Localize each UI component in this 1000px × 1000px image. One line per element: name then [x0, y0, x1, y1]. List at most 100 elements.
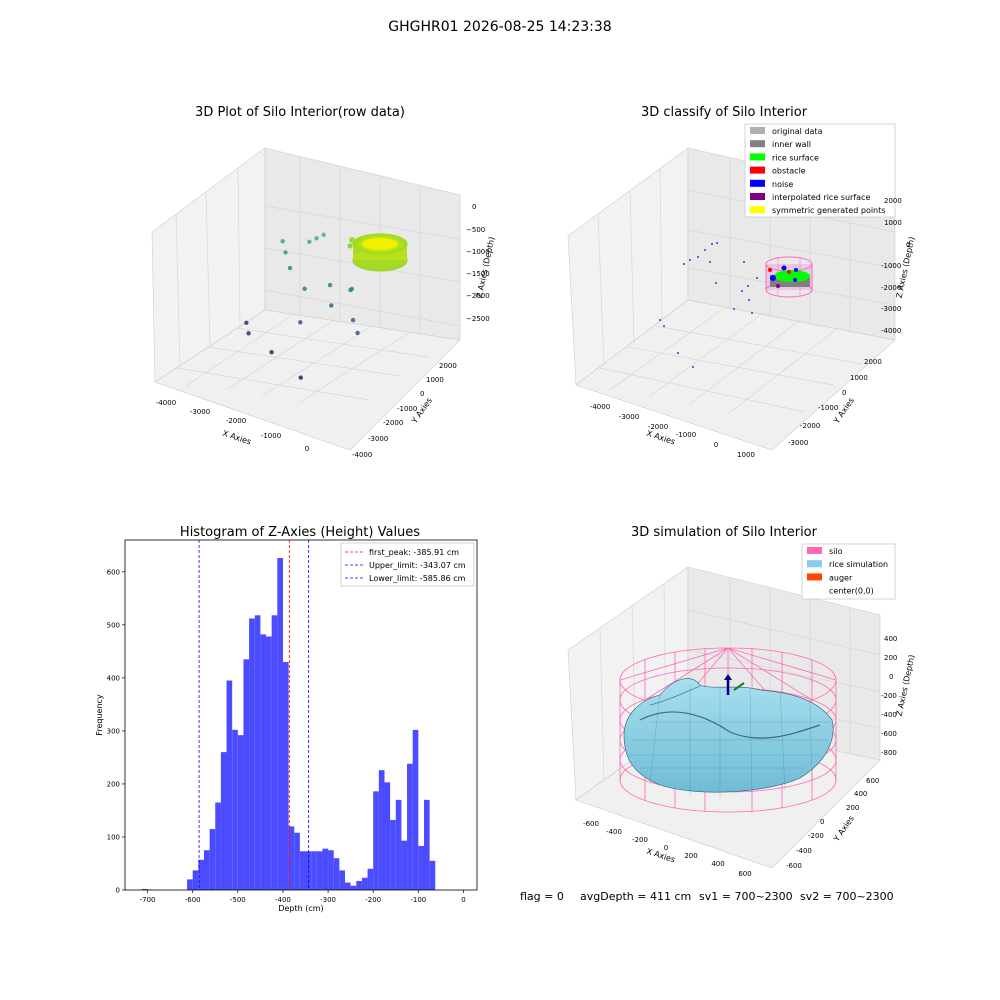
hist-x-tick-label: -600	[185, 896, 201, 904]
hist-bar	[192, 870, 199, 890]
noise-point	[751, 312, 753, 314]
hist-bar	[339, 870, 345, 890]
panel-classify-title: 3D classify of Silo Interior	[641, 105, 808, 120]
hist-bar	[209, 829, 216, 890]
raw-scatter-point	[302, 286, 307, 291]
svg-text:-2000: -2000	[226, 417, 246, 425]
hist-bar	[356, 880, 362, 890]
footer-sv2: sv2 = 700~2300	[800, 890, 894, 903]
hist-bar	[322, 848, 329, 890]
hist-x-tick-label: -200	[365, 896, 381, 904]
hist-x-ticks: -700 -600 -500 -400 -300 -200 -100 0	[140, 890, 466, 904]
svg-text:-3000: -3000	[619, 413, 639, 421]
footer-status: flag = 0 avgDepth = 411 cm sv1 = 700~230…	[520, 890, 894, 903]
pane-floor-2	[575, 299, 896, 451]
noise-point	[697, 256, 699, 258]
svg-text:-3000: -3000	[881, 305, 901, 313]
hist-legend-label: Lower_limit: -585.86 cm	[369, 574, 466, 583]
raw-scatter-point	[287, 265, 293, 271]
noise-point	[741, 290, 743, 292]
classify-x-ticks: -4000 -3000 -2000 -1000 0 1000	[590, 403, 755, 459]
pane-floor	[154, 309, 461, 451]
classify-x-label: X Axies	[645, 429, 676, 447]
raw-scatter-point	[307, 239, 312, 244]
hist-x-tick-label: -400	[275, 896, 291, 904]
svg-text:200: 200	[884, 654, 897, 662]
hist-y-tick-label: 400	[107, 674, 120, 682]
hist-bar	[243, 659, 250, 890]
svg-text:-1000: -1000	[397, 405, 417, 413]
hist-bar	[299, 851, 306, 890]
hist-bar	[215, 802, 221, 890]
svg-text:-2000: -2000	[648, 423, 668, 431]
legend-label: rice simulation	[829, 560, 888, 569]
raw-scatter-point	[298, 320, 303, 325]
rice-simulation-surface	[623, 678, 834, 797]
hist-bar	[401, 840, 408, 890]
svg-text:-400: -400	[796, 847, 812, 855]
legend-swatch	[807, 560, 822, 568]
legend-label: center(0,0)	[829, 587, 874, 596]
hist-bar	[384, 782, 391, 890]
simulation-z-ticks: 400 200 0 -200 -400 -600 -800	[881, 635, 897, 757]
raw-scatter-point	[269, 350, 274, 355]
legend-label: obstacle	[772, 167, 806, 176]
simulation-x-label: X Axies	[645, 847, 676, 865]
raw-x-label: X Axies	[221, 429, 252, 447]
hist-bar	[141, 888, 148, 890]
hist-legend-label: Upper_limit: -343.07 cm	[369, 561, 466, 570]
noise-point	[659, 319, 661, 321]
svg-text:0: 0	[714, 441, 718, 449]
svg-text:1000: 1000	[737, 451, 755, 459]
hist-legend: first_peak: -385.91 cm Upper_limit: -343.…	[340, 542, 475, 587]
svg-text:−2500: −2500	[466, 315, 490, 323]
svg-text:-600: -600	[786, 862, 802, 870]
legend-label: auger	[829, 573, 853, 582]
raw-z-label: Z Axies (Depth)	[475, 236, 497, 299]
hist-reference-lines	[198, 540, 310, 890]
footer-avg-depth: avgDepth = 411 cm	[580, 890, 691, 903]
legend-label: symmetric generated points	[772, 206, 885, 215]
svg-text:0: 0	[305, 445, 309, 453]
legend-swatch	[750, 127, 765, 134]
svg-text:-3000: -3000	[190, 408, 210, 416]
legend-label: noise	[772, 180, 793, 189]
svg-text:400: 400	[884, 635, 897, 643]
classify-y-ticks: -3000 -2000 -1000 0 1000 2000	[788, 358, 882, 447]
noise-point	[677, 352, 679, 354]
raw-dense-ring	[347, 233, 408, 272]
noise-point	[704, 249, 706, 251]
hist-bar	[429, 860, 436, 890]
svg-text:-200: -200	[808, 832, 824, 840]
hist-bar	[350, 885, 357, 890]
raw-z-ticks: 0 −500 −1000 −1500 −2000 −2500	[466, 203, 490, 323]
hist-bar	[266, 636, 272, 890]
svg-text:-200: -200	[881, 692, 897, 700]
svg-text:0: 0	[889, 673, 893, 681]
simulation-z-label: Z Axies (Depth)	[895, 654, 917, 717]
legend-swatch	[750, 153, 765, 161]
legend-label: original data	[772, 127, 823, 136]
panel-simulation-3d: 3D simulation of Silo Interior	[567, 525, 917, 878]
hist-y-tick-label: 100	[107, 833, 120, 841]
svg-text:−1000: −1000	[466, 248, 490, 256]
raw-scatter-point	[355, 330, 360, 336]
hist-bar	[232, 729, 238, 890]
hist-bar	[412, 729, 419, 890]
hist-bar	[418, 845, 424, 890]
panel-raw-3d: 3D Plot of Silo Interior(row data)	[151, 105, 497, 459]
raw-scatter-point	[350, 317, 356, 323]
hist-bar	[282, 661, 289, 890]
noise-point	[692, 366, 694, 368]
raw-x-ticks: -4000 -3000 -2000 -1000 0	[156, 399, 309, 453]
svg-text:-200: -200	[632, 836, 648, 844]
svg-text:0: 0	[820, 818, 824, 826]
svg-text:400: 400	[854, 790, 867, 798]
noise-point	[711, 243, 713, 245]
noise-point	[756, 277, 758, 279]
hist-y-ticks: 0 100 200 300 400 500 600	[107, 568, 125, 895]
svg-text:-4000: -4000	[352, 451, 372, 459]
hist-y-tick-label: 500	[107, 621, 120, 629]
raw-scatter-point	[321, 232, 326, 238]
legend-label: rice surface	[772, 153, 819, 162]
